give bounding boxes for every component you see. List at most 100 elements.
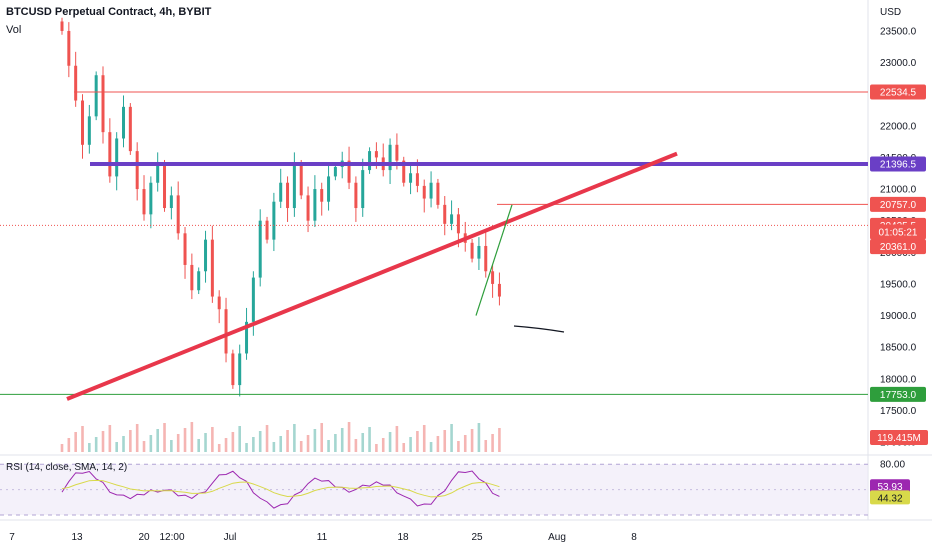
candle-body xyxy=(422,185,426,199)
level-tag-text: 21396.5 xyxy=(880,159,917,170)
candle-body xyxy=(81,100,85,145)
volume-bar xyxy=(217,444,221,452)
time-tick-label: 13 xyxy=(71,532,83,543)
candle-body xyxy=(60,21,64,31)
volume-bar xyxy=(108,425,112,452)
level-tag-177530 xyxy=(870,386,926,402)
candle-body xyxy=(94,75,98,117)
candle-body xyxy=(470,242,474,259)
volume-bar xyxy=(238,426,242,452)
level-tag-213965 xyxy=(870,156,926,172)
rsi-line xyxy=(61,470,500,509)
candle-body xyxy=(251,277,255,322)
candle-body xyxy=(484,245,488,272)
candle-body xyxy=(149,182,153,215)
level-tag-text: 20361.0 xyxy=(880,242,917,253)
price-tick-label: 17500.0 xyxy=(880,406,917,417)
candle-body xyxy=(142,189,146,215)
level-tag-225345 xyxy=(870,84,926,100)
volume-bar xyxy=(443,430,447,452)
volume-pane xyxy=(60,422,501,452)
volume-bar xyxy=(258,431,262,452)
candle-body xyxy=(436,182,440,205)
chart-title[interactable]: BTCUSD Perpetual Contract, 4h, BYBIT xyxy=(6,6,212,18)
candle-body xyxy=(67,30,71,66)
volume-bar xyxy=(197,439,200,452)
time-tick-label: 8 xyxy=(631,532,637,543)
time-axis[interactable]: 7 13 20 12:00 Jul 11 18 25 Aug 8 xyxy=(9,532,637,543)
candle-body xyxy=(176,195,180,234)
level-tag-text: 17753.0 xyxy=(880,390,917,401)
rsi-value-tag xyxy=(870,479,910,494)
volume-bar xyxy=(327,440,330,452)
candle-body xyxy=(497,283,501,297)
volume-bar xyxy=(450,424,453,452)
volume-bar xyxy=(477,423,481,452)
volume-bar xyxy=(381,438,385,452)
candle-body xyxy=(286,182,290,209)
candle-body xyxy=(74,65,78,101)
candle-body xyxy=(115,138,119,177)
price-tick-label: 21000.0 xyxy=(880,185,917,196)
volume-bar xyxy=(306,435,310,452)
time-tick-label: 11 xyxy=(317,532,328,543)
volume-bar xyxy=(340,428,344,452)
candlestick-series xyxy=(60,17,501,397)
volume-bar xyxy=(375,444,378,452)
volume-bar xyxy=(299,441,303,452)
volume-legend-label[interactable]: Vol xyxy=(6,24,22,36)
volume-bar xyxy=(60,444,64,452)
level-tag-207570 xyxy=(870,196,926,212)
time-tick-label: Aug xyxy=(548,532,566,543)
price-tick-label: 23000.0 xyxy=(880,58,917,69)
time-tick-label: 20 xyxy=(138,532,150,543)
rsi-legend-label[interactable]: RSI (14, close, SMA, 14, 2) xyxy=(6,462,128,473)
candle-body xyxy=(163,163,167,209)
volume-bar xyxy=(313,429,317,452)
volume-bar xyxy=(115,442,118,452)
candle-body xyxy=(197,271,201,291)
candle-body xyxy=(272,201,276,240)
volume-bar xyxy=(176,434,180,452)
candle-body xyxy=(456,214,460,234)
volume-bar xyxy=(354,439,358,452)
rsi-ma-line xyxy=(61,479,500,498)
candle-body xyxy=(224,309,228,354)
volume-bar xyxy=(204,433,207,452)
candle-body xyxy=(450,214,454,224)
volume-bar xyxy=(320,423,324,452)
chart-grid xyxy=(0,0,932,521)
volume-bar xyxy=(498,428,501,452)
level-tag-203610 xyxy=(870,239,926,255)
volume-bar xyxy=(170,440,173,452)
volume-bar xyxy=(163,423,166,452)
candle-body xyxy=(429,182,433,199)
candle-body xyxy=(210,239,214,297)
rsi-ma-value-tag xyxy=(870,490,910,505)
volume-bar xyxy=(94,437,98,452)
volume-bar xyxy=(142,441,146,452)
candle-body xyxy=(238,353,242,386)
volume-bar xyxy=(224,438,228,452)
candle-body xyxy=(395,144,399,161)
volume-bar xyxy=(409,437,412,452)
candle-body xyxy=(477,245,481,259)
volume-bar xyxy=(135,424,139,452)
volume-bar xyxy=(463,435,467,452)
candle-body xyxy=(190,264,194,291)
candle-body xyxy=(245,321,249,354)
candle-body xyxy=(265,220,269,240)
price-tick-label: 19000.0 xyxy=(880,311,917,322)
volume-value-text: 119.415M xyxy=(877,433,921,444)
price-axis[interactable]: 23500.023000.022500.022000.021500.021000… xyxy=(870,26,928,505)
volume-bar xyxy=(101,431,105,452)
time-tick-label: Jul xyxy=(224,532,237,543)
volume-bar xyxy=(211,427,214,452)
price-tick-label: 19500.0 xyxy=(880,279,917,290)
candle-body xyxy=(306,195,310,221)
volume-bar xyxy=(286,430,289,452)
candle-body xyxy=(135,151,139,190)
candle-body xyxy=(169,195,173,209)
volume-bar xyxy=(245,443,248,452)
